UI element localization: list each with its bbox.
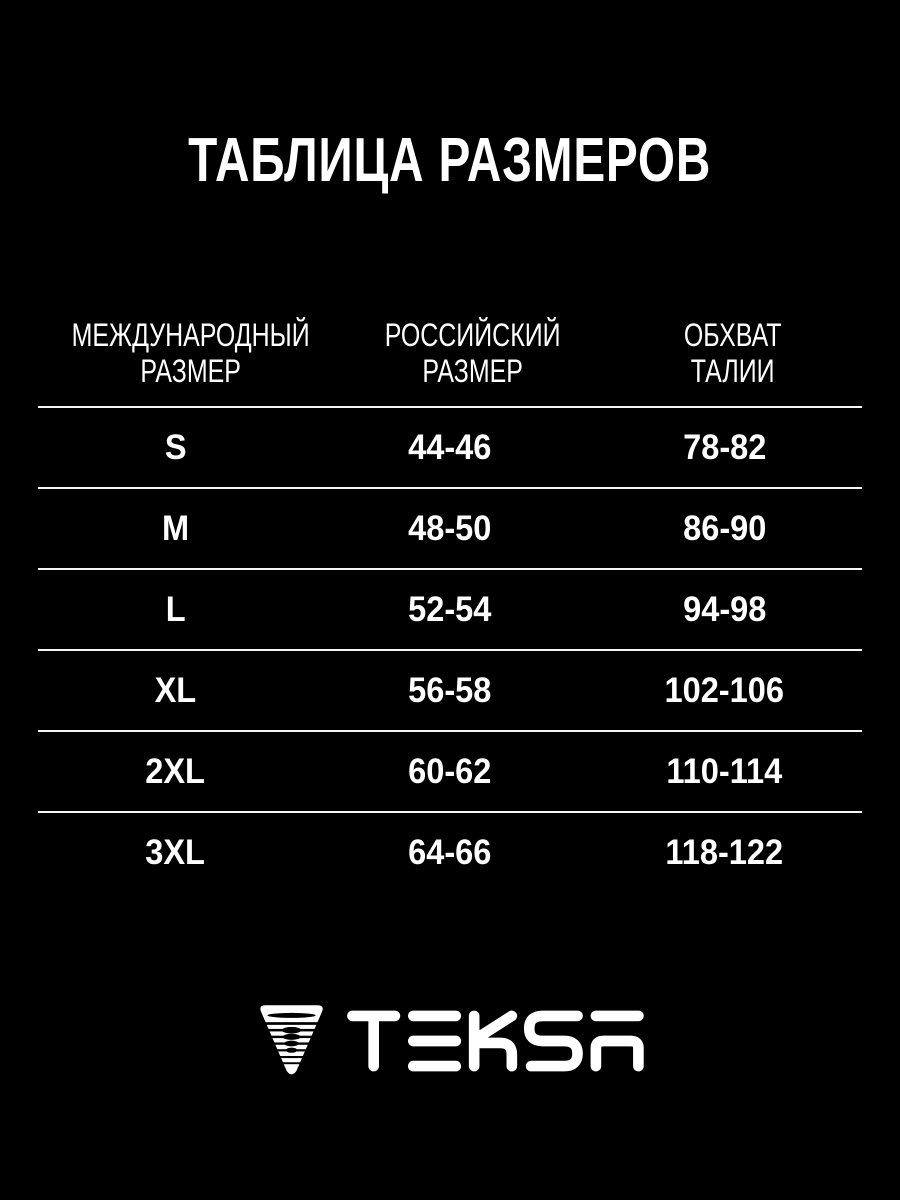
cell-value: M [161,508,189,548]
letter-e [407,1010,462,1072]
cell-international-size: L [38,590,313,630]
header-line: РОССИЙСКИЙ [385,317,561,353]
page-title-text: ТАБЛИЦА РАЗМЕРОВ [188,126,712,195]
cell-value: 102-106 [664,670,785,710]
table-row-3xl: 3XL 64-66 118-122 [38,813,862,892]
cell-value: 2XL [145,751,206,791]
teksa-logo-graphic [255,1005,644,1075]
cell-value: XL [154,670,197,710]
letter-k [468,1010,518,1072]
cell-value: 52-54 [408,589,492,629]
cell-value: L [165,589,186,629]
cell-value: 60-62 [408,751,492,791]
cell-international-size: S [38,428,313,468]
cell-value: S [164,427,187,467]
cell-value: 94-98 [683,589,767,629]
cell-waist: 118-122 [587,833,862,873]
cell-value: 110-114 [666,751,783,791]
cell-russian-size: 60-62 [313,752,588,792]
table-row-s: S 44-46 78-82 [38,408,862,489]
brand-logo: TEKSA [0,1002,900,1080]
page-title: ТАБЛИЦА РАЗМЕРОВ [0,130,900,192]
cell-waist: 102-106 [587,671,862,711]
cell-waist: 86-90 [587,509,862,549]
letter-a [590,1010,644,1072]
table-row-xl: XL 56-58 102-106 [38,651,862,732]
letter-s [523,1010,583,1072]
cell-waist: 110-114 [587,752,862,792]
teksa-wordmark [347,1010,644,1072]
cell-russian-size: 52-54 [313,590,588,630]
table-row-m: M 48-50 86-90 [38,489,862,570]
table-row-2xl: 2XL 60-62 110-114 [38,732,862,813]
header-line: ОБХВАТ [683,317,782,353]
column-header-russian-size: РОССИЙСКИЙ РАЗМЕР [343,317,602,389]
cell-waist: 78-82 [587,428,862,468]
table-row-l: L 52-54 94-98 [38,570,862,651]
cell-value: 118-122 [665,832,784,872]
cell-russian-size: 44-46 [313,428,588,468]
cell-value: 64-66 [408,832,492,872]
cell-russian-size: 48-50 [313,509,588,549]
striped-cone-icon [255,1005,328,1075]
header-line: ТАЛИИ [690,353,775,389]
cell-international-size: 2XL [38,752,313,792]
column-header-international-size: МЕЖДУНАРОДНЫЙ РАЗМЕР [38,317,343,389]
cell-value: 78-82 [683,427,767,467]
cell-value: 3XL [145,832,206,872]
cell-value: 44-46 [408,427,492,467]
cell-waist: 94-98 [587,590,862,630]
size-table: МЕЖДУНАРОДНЫЙ РАЗМЕР РОССИЙСКИЙ РАЗМЕР О… [38,300,862,892]
column-header-waist: ОБХВАТ ТАЛИИ [603,317,862,389]
table-header-row: МЕЖДУНАРОДНЫЙ РАЗМЕР РОССИЙСКИЙ РАЗМЕР О… [38,300,862,408]
header-line: РАЗМЕР [422,353,524,389]
cell-russian-size: 64-66 [313,833,588,873]
cell-international-size: 3XL [38,833,313,873]
cell-international-size: M [38,509,313,549]
cell-international-size: XL [38,671,313,711]
letter-t [347,1010,401,1072]
cell-value: 56-58 [408,670,492,710]
cell-value: 86-90 [683,508,767,548]
cell-value: 48-50 [408,508,492,548]
header-line: МЕЖДУНАРОДНЫЙ [71,317,310,353]
cell-russian-size: 56-58 [313,671,588,711]
header-line: РАЗМЕР [140,353,241,389]
